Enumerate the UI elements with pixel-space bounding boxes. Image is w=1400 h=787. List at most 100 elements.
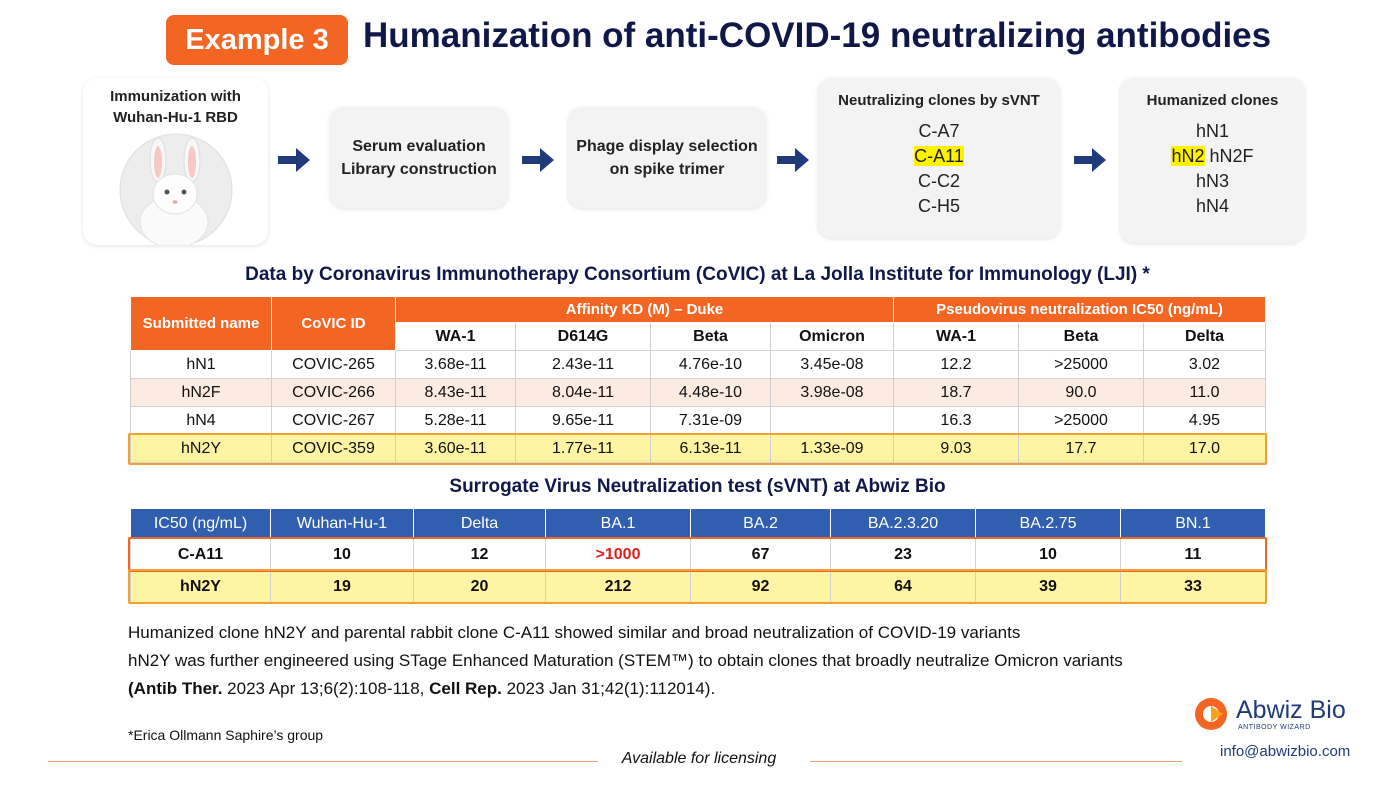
step-line: on spike trimer bbox=[609, 160, 725, 178]
arrow bbox=[278, 148, 310, 172]
arrow bbox=[777, 148, 809, 172]
clone-highlighted: C-A11 bbox=[914, 146, 964, 166]
slide-title: Humanization of anti-COVID-19 neutralizi… bbox=[363, 16, 1272, 55]
cell: 9.65e-11 bbox=[515, 406, 651, 435]
cell: >25000 bbox=[1018, 350, 1144, 379]
cell: hN2Y bbox=[130, 434, 272, 463]
table-row: hN2Y COVIC-359 3.60e-11 1.77e-11 6.13e-11 1.3… bbox=[130, 434, 1266, 463]
clone: hN1 bbox=[1195, 121, 1230, 141]
cell: hN2Y bbox=[130, 570, 271, 603]
column-header: BA.2.3.20 bbox=[830, 508, 976, 539]
cell: 5.28e-11 bbox=[395, 406, 516, 435]
clone-highlighted: hN2 bbox=[1171, 146, 1205, 166]
cell: 10 bbox=[270, 538, 414, 571]
cell: >1000 bbox=[545, 538, 691, 571]
cell: 67 bbox=[690, 538, 831, 571]
column-header: Submitted name bbox=[130, 296, 272, 351]
header-group: Affinity KD (M) – Duke bbox=[395, 296, 894, 323]
column-header: WA-1 bbox=[395, 322, 516, 351]
step-line: Phage display selection bbox=[576, 137, 758, 155]
cell: 4.76e-10 bbox=[650, 350, 771, 379]
column-header: Beta bbox=[650, 322, 771, 351]
cell: 10 bbox=[975, 538, 1121, 571]
arrow bbox=[522, 148, 554, 172]
cell: 92 bbox=[690, 570, 831, 603]
cell: 8.43e-11 bbox=[395, 378, 516, 407]
header-row: IC50 (ng/mL) Wuhan-Hu-1 Delta BA.1 BA.2 BA.2.… bbox=[130, 508, 1266, 539]
citation-journal: (Antib Ther. bbox=[128, 679, 223, 698]
table-row: hN2F COVIC-266 8.43e-11 8.04e-11 4.48e-10 3.9… bbox=[130, 378, 1266, 407]
cell: 3.98e-08 bbox=[770, 378, 894, 407]
cell: 19 bbox=[270, 570, 414, 603]
clone: hN4 bbox=[1195, 196, 1230, 216]
arrow bbox=[1074, 148, 1106, 172]
licensing-note: Available for licensing bbox=[621, 750, 777, 767]
cell: 1.33e-09 bbox=[770, 434, 894, 463]
table-row: C-A11 10 12 >1000 67 23 10 11 bbox=[130, 538, 1266, 571]
cell: 17.0 bbox=[1143, 434, 1266, 463]
cell: COVIC-267 bbox=[271, 406, 396, 435]
column-header: BA.2.75 bbox=[975, 508, 1121, 539]
step-library: Serum evaluation Library construction bbox=[330, 107, 508, 208]
cell: COVIC-265 bbox=[271, 350, 396, 379]
step-heading: Humanized clones bbox=[1146, 92, 1279, 109]
cell: 4.95 bbox=[1143, 406, 1266, 435]
cell: 90.0 bbox=[1018, 378, 1144, 407]
empty-cell bbox=[770, 406, 894, 435]
step-line: Serum evaluation bbox=[352, 137, 486, 155]
clone: C-H5 bbox=[917, 196, 960, 216]
step-phage: Phage display selection on spike trimer bbox=[568, 107, 766, 208]
cell: 4.48e-10 bbox=[650, 378, 771, 407]
cell: 212 bbox=[545, 570, 691, 603]
clone: C-C2 bbox=[917, 171, 960, 191]
cell: 3.68e-11 bbox=[395, 350, 516, 379]
column-header: CoVIC ID bbox=[271, 296, 396, 351]
cell: 3.60e-11 bbox=[395, 434, 516, 463]
cell: 9.03 bbox=[893, 434, 1019, 463]
step-text: Immunization with Wuhan-Hu-1 RBD bbox=[110, 86, 241, 128]
citation-detail: 2023 Apr 13;6(2):108-118, bbox=[222, 679, 430, 698]
step-line: Immunization with bbox=[110, 88, 241, 105]
cell: 6.13e-11 bbox=[650, 434, 771, 463]
cell: hN2F bbox=[130, 378, 272, 407]
table-title: Data by Coronavirus Immunotherapy Consor… bbox=[245, 264, 1150, 285]
cell: 2.43e-11 bbox=[515, 350, 651, 379]
step-heading: Neutralizing clones by sVNT bbox=[838, 92, 1040, 109]
footnote: *Erica Ollmann Saphire’s group bbox=[128, 727, 324, 743]
table-row: hN4 COVIC-267 5.28e-11 9.65e-11 7.31e-09 16.3… bbox=[130, 406, 1266, 435]
cell: 17.7 bbox=[1018, 434, 1144, 463]
step-neutralizing: Neutralizing clones by sVNT C-A7 C-A11 C… bbox=[818, 78, 1060, 238]
divider bbox=[48, 761, 598, 762]
cell: hN1 bbox=[130, 350, 272, 379]
column-header: Omicron bbox=[770, 322, 894, 351]
column-header: Delta bbox=[413, 508, 546, 539]
step-immunization: Immunization with Wuhan-Hu-1 RBD bbox=[83, 78, 268, 245]
row-highlight bbox=[128, 569, 1267, 604]
column-header: BA.2 bbox=[690, 508, 831, 539]
logo-icon bbox=[1195, 698, 1227, 730]
table-row: hN2Y 19 20 212 92 64 39 33 bbox=[130, 570, 1266, 603]
note-line: Humanized clone hN2Y and parental rabbit… bbox=[128, 623, 1021, 642]
table-title: Surrogate Virus Neutralization test (sVN… bbox=[449, 476, 946, 497]
rabbit-illustration bbox=[119, 133, 232, 245]
logo-name: Abwiz Bio bbox=[1236, 696, 1346, 724]
cell: 18.7 bbox=[893, 378, 1019, 407]
cell: 20 bbox=[413, 570, 546, 603]
clone: hN3 bbox=[1195, 171, 1230, 191]
column-header: BA.1 bbox=[545, 508, 691, 539]
step-line: Library construction bbox=[341, 160, 497, 178]
table-row: hN1 COVIC-265 3.68e-11 2.43e-11 4.76e-10 3.45… bbox=[130, 350, 1266, 379]
clone: C-A11 bbox=[914, 144, 964, 169]
email: info@abwizbio.com bbox=[1220, 743, 1351, 760]
header-group: Pseudovirus neutralization IC50 (ng/mL) bbox=[893, 296, 1266, 323]
cell: 11.0 bbox=[1143, 378, 1266, 407]
cell: 64 bbox=[830, 570, 976, 603]
logo-tagline: ANTIBODY WIZARD bbox=[1238, 724, 1311, 731]
citation-detail: 2023 Jan 31;42(1):112014). bbox=[501, 679, 716, 698]
row-frame bbox=[128, 537, 1267, 572]
column-header: BN.1 bbox=[1120, 508, 1266, 539]
cell: COVIC-266 bbox=[271, 378, 396, 407]
header-row: Submitted name CoVIC ID Affinity KD (M) – … bbox=[130, 296, 1266, 351]
